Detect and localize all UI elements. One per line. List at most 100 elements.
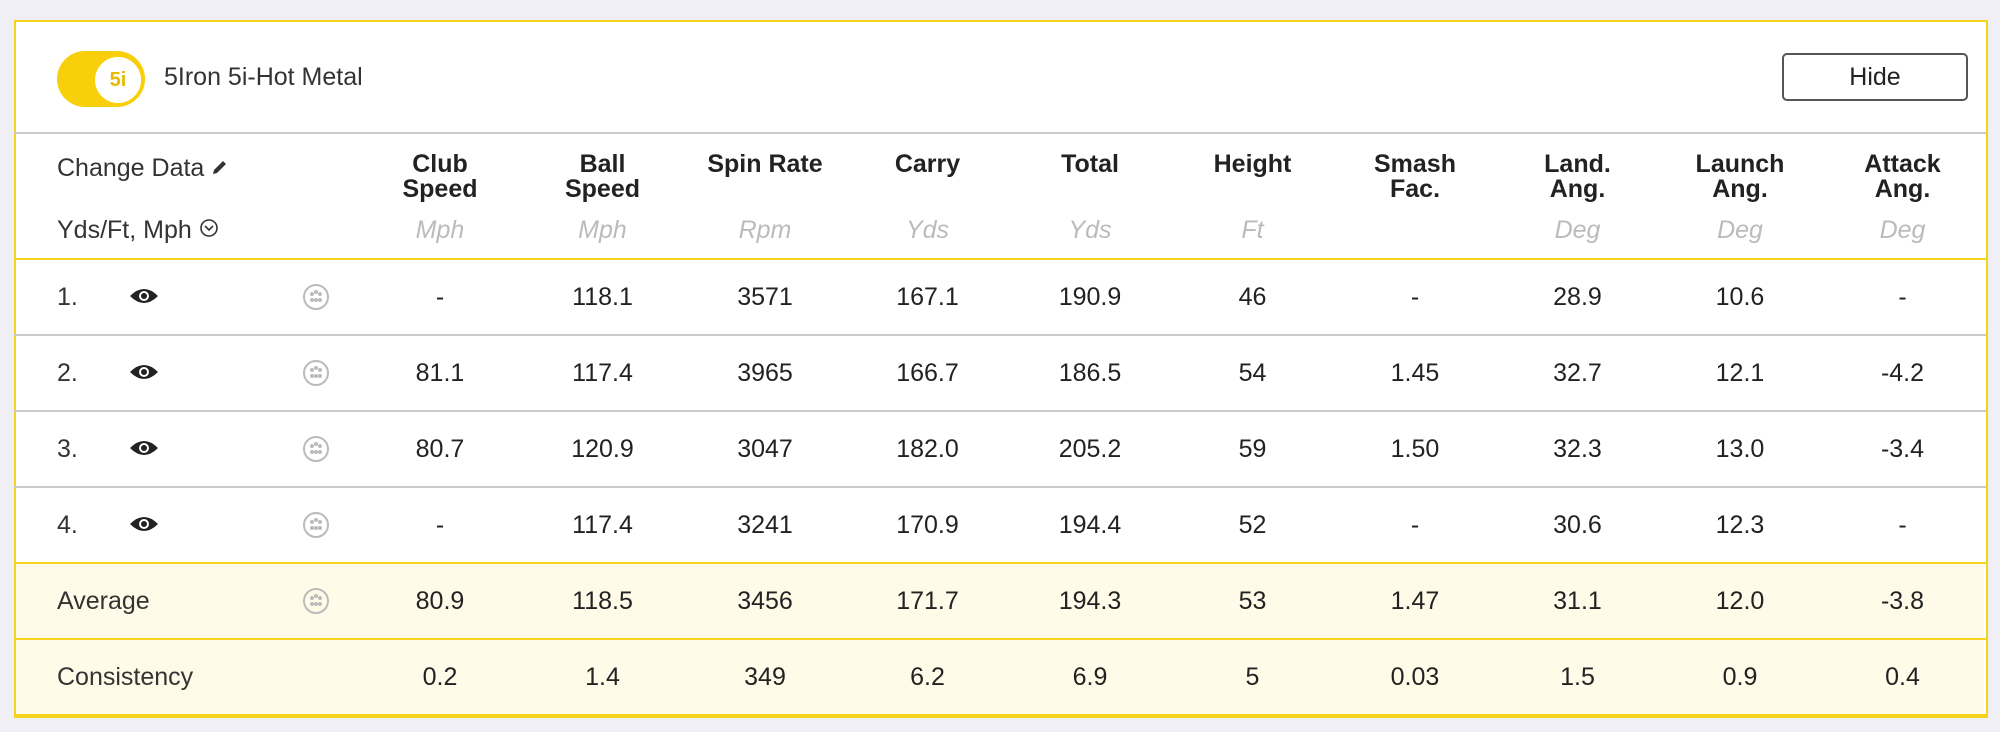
- divider: [14, 132, 1986, 134]
- view-toggle[interactable]: [129, 362, 165, 392]
- column-title: Total: [1061, 150, 1119, 178]
- shot-detail[interactable]: [301, 358, 337, 388]
- cell: 3241: [737, 511, 793, 539]
- cell: 1.45: [1390, 359, 1440, 387]
- column-title: Spin Rate: [707, 150, 823, 178]
- column-title: Launch: [1695, 150, 1785, 178]
- column-unit: Deg: [1717, 216, 1763, 244]
- view-toggle[interactable]: [129, 286, 165, 316]
- divider: [14, 714, 1986, 716]
- divider: [14, 486, 1986, 488]
- cell: 12.0: [1715, 587, 1765, 615]
- cell: -: [1898, 283, 1907, 311]
- eye-icon: [130, 289, 158, 303]
- cell: -3.4: [1880, 435, 1925, 463]
- cell: 120.9: [571, 435, 634, 463]
- column-title: Carry: [894, 150, 961, 178]
- row-label: 2.: [57, 359, 78, 387]
- divider: [14, 638, 1986, 640]
- view-toggle[interactable]: [129, 438, 165, 468]
- hide-button[interactable]: Hide: [1782, 53, 1968, 101]
- cell: 3571: [737, 283, 793, 311]
- cell: 12.1: [1715, 359, 1765, 387]
- eye-icon: [130, 517, 158, 531]
- cell: 6.2: [910, 663, 945, 691]
- cell: 186.5: [1058, 359, 1122, 387]
- cell: 0.03: [1390, 663, 1440, 691]
- change-data[interactable]: Change Data: [57, 154, 229, 183]
- cell: 194.3: [1058, 587, 1122, 615]
- cell: 28.9: [1553, 283, 1602, 311]
- column-title: Land.: [1544, 150, 1611, 178]
- column-unit: Deg: [1554, 216, 1601, 244]
- column-title: Ball: [579, 150, 626, 178]
- cell: -3.8: [1880, 587, 1925, 615]
- divider: [14, 258, 1986, 260]
- cell: 1.50: [1390, 435, 1440, 463]
- dots-icon: [303, 588, 329, 614]
- cell: 10.6: [1715, 283, 1765, 311]
- cell: 0.2: [422, 663, 458, 691]
- cell: 3047: [737, 435, 793, 463]
- cell: 118.1: [572, 283, 633, 311]
- cell: 3965: [737, 359, 793, 387]
- column-unit: Mph: [578, 216, 627, 244]
- row-label: Average: [57, 587, 150, 615]
- cell: 167.1: [896, 283, 959, 311]
- cell: 52: [1238, 511, 1267, 539]
- cell: 1.4: [585, 663, 620, 691]
- cell: 118.5: [572, 587, 633, 615]
- cell: 3456: [737, 587, 793, 615]
- view-toggle[interactable]: [129, 514, 165, 544]
- cell: 80.9: [415, 587, 465, 615]
- shot-detail[interactable]: [301, 586, 337, 616]
- column-title: Ang.: [1712, 175, 1768, 203]
- cell: 1.5: [1560, 663, 1595, 691]
- column-title: Speed: [564, 175, 641, 203]
- cell: 349: [744, 663, 786, 691]
- divider: [14, 562, 1986, 564]
- cell: 13.0: [1715, 435, 1765, 463]
- shot-detail[interactable]: [301, 434, 337, 464]
- column-unit: Rpm: [738, 216, 792, 244]
- cell: 190.9: [1058, 283, 1122, 311]
- cell: 31.1: [1553, 587, 1602, 615]
- column-unit: Yds: [905, 216, 950, 244]
- column-title: Fac.: [1389, 175, 1441, 203]
- cell: 1.47: [1390, 587, 1440, 615]
- cell: 166.7: [896, 359, 959, 387]
- cell: -: [1410, 511, 1420, 539]
- column-title: Height: [1213, 150, 1292, 178]
- shot-detail[interactable]: [301, 510, 337, 540]
- cell: 59: [1238, 435, 1267, 463]
- cell: 117.4: [572, 359, 633, 387]
- divider: [14, 334, 1986, 336]
- cell: 12.3: [1715, 511, 1765, 539]
- dropdown-icon: [199, 219, 218, 237]
- cell: 54: [1238, 359, 1267, 387]
- toggle[interactable]: 5i: [57, 51, 145, 107]
- pencil-icon: [213, 161, 227, 174]
- column-unit: Yds: [1068, 216, 1112, 244]
- cell: -: [435, 511, 445, 539]
- eye-icon: [130, 441, 158, 455]
- column-unit: Mph: [415, 216, 465, 244]
- cell: 117.4: [572, 511, 633, 539]
- row-label: 3.: [57, 435, 78, 463]
- units[interactable]: Yds/Ft, Mph: [57, 216, 219, 245]
- shot-detail[interactable]: [301, 282, 337, 312]
- cell: -: [1898, 511, 1907, 539]
- column-title: Ang.: [1549, 175, 1606, 203]
- cell: 0.9: [1722, 663, 1758, 691]
- column-title: Club: [412, 150, 468, 178]
- column-title: Smash: [1374, 150, 1456, 178]
- cell: 32.7: [1553, 359, 1602, 387]
- column-title: Attack: [1864, 150, 1941, 178]
- cell: -4.2: [1880, 359, 1925, 387]
- units-text: Yds/Ft, Mph: [57, 216, 192, 244]
- cell: 205.2: [1058, 435, 1122, 463]
- row-label: Consistency: [57, 663, 194, 691]
- cell: 5: [1245, 663, 1260, 691]
- cell: 53: [1238, 587, 1267, 615]
